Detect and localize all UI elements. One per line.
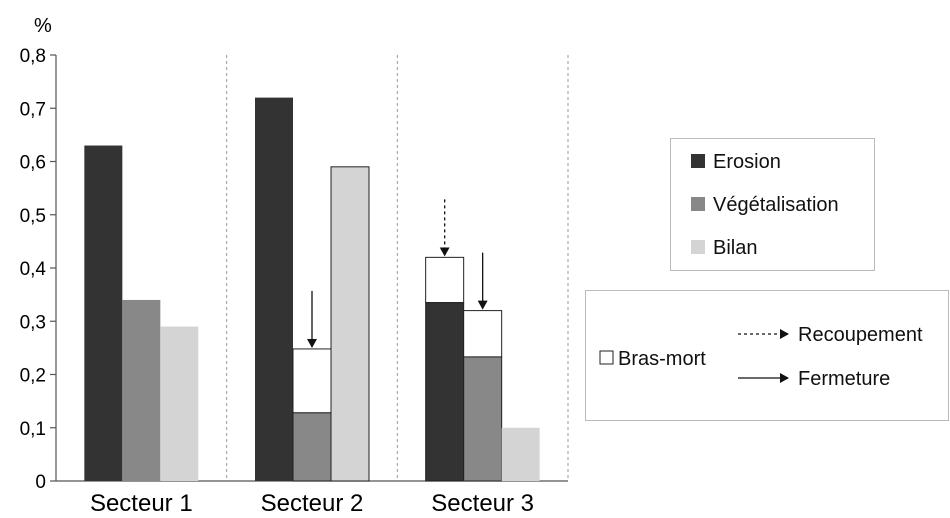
y-tick-label: 0,4 xyxy=(20,259,47,280)
bar-végétalisation xyxy=(463,356,503,482)
y-tick-label: 0,6 xyxy=(20,153,46,174)
legend-label: Erosion xyxy=(713,151,781,173)
y-tick-label: 0,2 xyxy=(20,366,46,387)
y-tick-labels: 0 0,1 0,2 0,3 0,4 0,5 0,6 0,7 0,8 xyxy=(20,46,47,493)
y-tick-label: 0,7 xyxy=(20,99,46,120)
x-category-label: Secteur 3 xyxy=(431,490,534,517)
series-legend: Erosion Végétalisation Bilan xyxy=(670,138,875,271)
bar-bilan xyxy=(501,427,540,481)
bar-erosion xyxy=(255,97,293,481)
legend-swatch xyxy=(691,240,705,254)
x-category-label: Secteur 1 xyxy=(90,490,193,517)
bras-mort-bar xyxy=(425,256,465,304)
legend-swatch xyxy=(691,197,705,211)
bar-végétalisation xyxy=(122,299,161,481)
legend-label: Bilan xyxy=(713,237,757,259)
x-category-label: Secteur 2 xyxy=(261,490,364,517)
bras-mort-bar xyxy=(463,310,503,358)
bar-erosion xyxy=(425,302,465,482)
y-tick-label: 0,8 xyxy=(20,46,46,67)
bar-végétalisation xyxy=(292,412,332,482)
y-unit-label: % xyxy=(34,15,52,37)
y-tick-label: 0 xyxy=(35,472,46,493)
arrows xyxy=(307,199,488,348)
legend-swatch xyxy=(691,154,705,168)
y-tick-label: 0,5 xyxy=(20,206,46,227)
x-category-labels: Secteur 1 Secteur 2 Secteur 3 xyxy=(90,490,534,517)
bar-bilan xyxy=(160,326,199,481)
y-tick-label: 0,3 xyxy=(20,312,46,333)
legend-label: Végétalisation xyxy=(713,194,839,216)
recoupement-label: Recoupement xyxy=(798,324,923,346)
bar-erosion xyxy=(84,145,123,481)
bar-bilan xyxy=(330,166,370,482)
bras-mort-bar xyxy=(292,348,332,414)
bars xyxy=(84,97,540,482)
bras-mort-swatch xyxy=(599,350,614,365)
sector-separators xyxy=(226,55,569,481)
fermeture-label: Fermeture xyxy=(798,368,890,390)
y-tick-label: 0,1 xyxy=(20,419,46,440)
bras-mort-legend: Bras-mort Recoupement Fermeture xyxy=(585,290,949,421)
bras-mort-label: Bras-mort xyxy=(618,348,706,370)
